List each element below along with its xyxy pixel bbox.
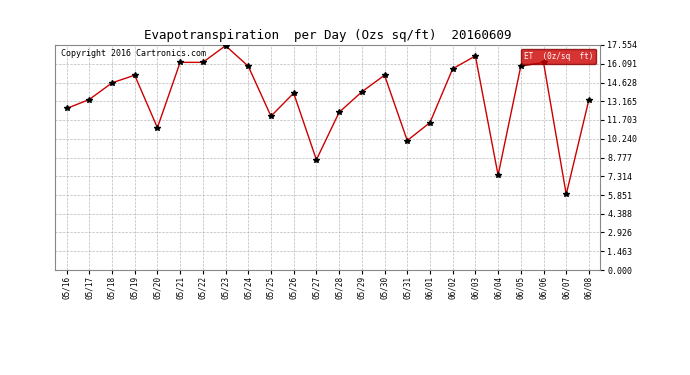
Legend: ET  (0z/sq  ft): ET (0z/sq ft) [521, 49, 596, 64]
Text: Copyright 2016 Cartronics.com: Copyright 2016 Cartronics.com [61, 50, 206, 58]
Title: Evapotranspiration  per Day (Ozs sq/ft)  20160609: Evapotranspiration per Day (Ozs sq/ft) 2… [144, 30, 511, 42]
